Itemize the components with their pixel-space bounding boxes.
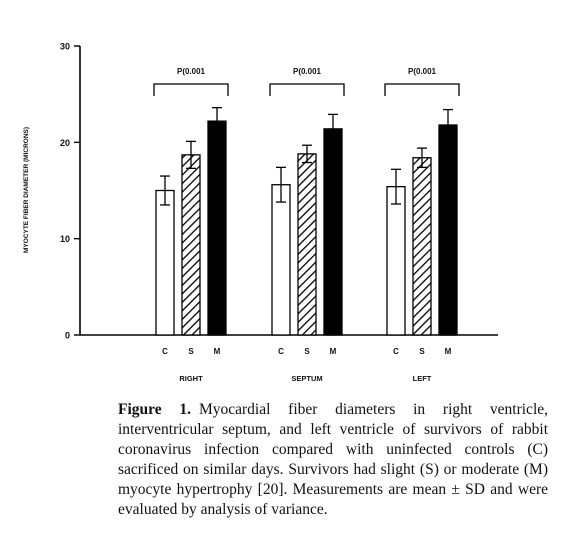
bar xyxy=(323,128,343,336)
bar-group-right: C S M P(0.001 RIGHT xyxy=(153,67,229,383)
category-label: M xyxy=(214,347,221,356)
bar-chart: MYOCYTE FIBER DIAMETER (MICRONS) 0 10 20 30… xyxy=(23,42,498,383)
p-value-label: P(0.001 xyxy=(177,67,206,76)
group-label: SEPTUM xyxy=(291,374,322,383)
bar-group-septum: C S M P(0.001 SEPTUM xyxy=(269,67,345,383)
y-tick-label: 0 xyxy=(65,331,70,341)
bar xyxy=(155,189,175,336)
y-tick-label: 30 xyxy=(60,42,70,52)
group-label: LEFT xyxy=(413,374,432,383)
category-label: C xyxy=(393,347,399,356)
bar xyxy=(297,153,317,336)
y-ticks: 0 10 20 30 xyxy=(60,42,80,341)
group-label: RIGHT xyxy=(179,374,203,383)
figure-caption: Figure 1. Myocardial fiber diameters in r… xyxy=(118,400,548,520)
significance-bracket xyxy=(153,83,229,96)
bar xyxy=(271,184,291,336)
bar xyxy=(181,154,201,336)
category-label: S xyxy=(304,347,310,356)
y-tick-label: 10 xyxy=(60,234,70,244)
caption-text: Myocardial fiber diameters in right vent… xyxy=(118,401,548,518)
category-label: S xyxy=(419,347,425,356)
p-value-label: P(0.001 xyxy=(293,67,322,76)
significance-bracket xyxy=(384,83,460,96)
category-label: C xyxy=(162,347,168,356)
significance-bracket xyxy=(269,83,345,96)
y-axis-title: MYOCYTE FIBER DIAMETER (MICRONS) xyxy=(23,127,30,253)
category-label: C xyxy=(278,347,284,356)
bar-groups: C S M P(0.001 RIGHT C S M P(0.001 SEPTUM C S M P(0.00… xyxy=(153,67,460,383)
category-label: M xyxy=(445,347,452,356)
category-label: M xyxy=(330,347,337,356)
bar xyxy=(386,185,406,336)
caption-label: Figure 1. xyxy=(118,401,191,418)
bar-group-left: C S M P(0.001 LEFT xyxy=(384,67,460,383)
category-label: S xyxy=(188,347,194,356)
y-tick-label: 20 xyxy=(60,138,70,148)
bar xyxy=(438,124,458,336)
bar xyxy=(412,157,432,336)
p-value-label: P(0.001 xyxy=(408,67,437,76)
bar xyxy=(207,120,227,336)
